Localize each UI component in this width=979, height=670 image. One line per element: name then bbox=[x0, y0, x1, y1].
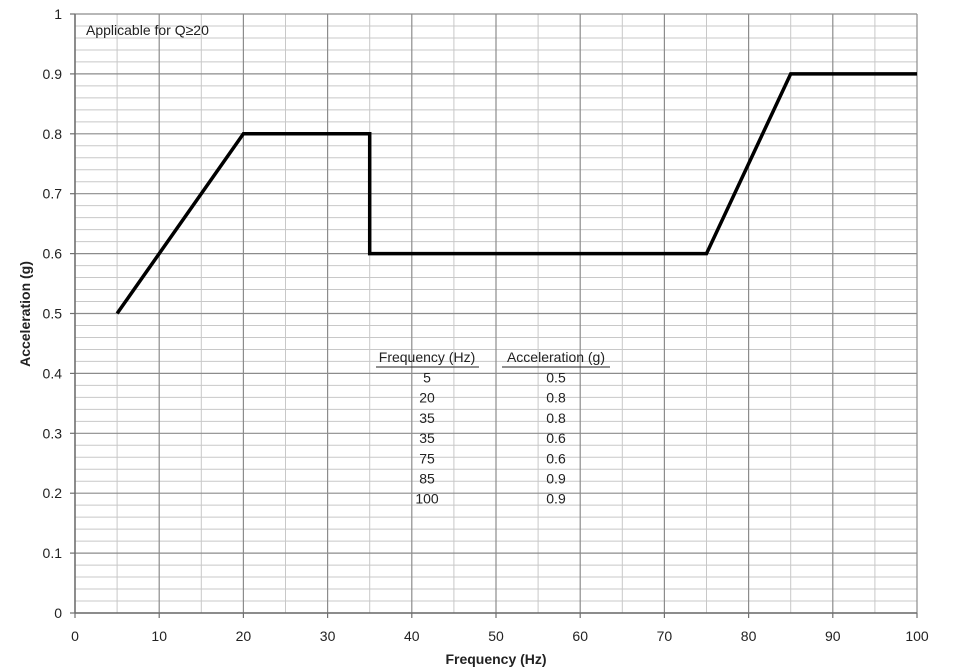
table-cell-frequency: 35 bbox=[419, 410, 435, 426]
table-cell-acceleration: 0.5 bbox=[546, 370, 566, 386]
grid bbox=[74, 13, 918, 614]
y-axis-title: Acceleration (g) bbox=[17, 261, 33, 367]
x-tick-label: 10 bbox=[151, 628, 167, 644]
x-tick-label: 90 bbox=[825, 628, 841, 644]
table-cell-acceleration: 0.6 bbox=[546, 430, 566, 446]
y-tick-label: 0 bbox=[54, 605, 62, 621]
table-header-acceleration: Acceleration (g) bbox=[507, 349, 605, 365]
table-cell-frequency: 85 bbox=[419, 471, 435, 487]
axes bbox=[70, 13, 918, 618]
data-table: Frequency (Hz) Acceleration (g) 5 0.5 20 0.8 3… bbox=[376, 349, 610, 507]
y-tick-label: 0.3 bbox=[43, 425, 63, 441]
table-cell-frequency: 35 bbox=[419, 430, 435, 446]
x-tick-label: 20 bbox=[236, 628, 252, 644]
x-tick-label: 80 bbox=[741, 628, 757, 644]
table-cell-frequency: 20 bbox=[419, 390, 435, 406]
y-tick-label: 0.5 bbox=[43, 306, 63, 322]
x-tick-label: 70 bbox=[657, 628, 673, 644]
y-tick-label: 0.8 bbox=[43, 126, 63, 142]
x-tick-labels: 0 10 20 30 40 50 60 70 80 90 100 bbox=[71, 628, 929, 644]
series bbox=[115, 72, 917, 315]
table-cell-acceleration: 0.6 bbox=[546, 450, 566, 466]
x-tick-label: 0 bbox=[71, 628, 79, 644]
table-cell-acceleration: 0.8 bbox=[546, 390, 566, 406]
y-tick-label: 0.2 bbox=[43, 485, 63, 501]
table-cell-frequency: 75 bbox=[419, 450, 435, 466]
table-cell-acceleration: 0.8 bbox=[546, 410, 566, 426]
annotation-text: Applicable for Q≥20 bbox=[86, 22, 209, 38]
x-tick-label: 60 bbox=[572, 628, 588, 644]
x-tick-label: 50 bbox=[488, 628, 504, 644]
x-tick-label: 100 bbox=[905, 628, 929, 644]
x-tick-label: 30 bbox=[320, 628, 336, 644]
y-tick-label: 0.4 bbox=[43, 365, 63, 381]
table-header-frequency: Frequency (Hz) bbox=[379, 349, 475, 365]
table-cell-frequency: 5 bbox=[423, 370, 431, 386]
y-tick-label: 0.6 bbox=[43, 246, 63, 262]
table-cell-acceleration: 0.9 bbox=[546, 471, 566, 487]
y-tick-label: 0.9 bbox=[43, 66, 63, 82]
table-cell-frequency: 100 bbox=[415, 491, 439, 507]
x-axis-title: Frequency (Hz) bbox=[445, 651, 546, 667]
table-cell-acceleration: 0.9 bbox=[546, 491, 566, 507]
y-tick-label: 0.1 bbox=[43, 545, 63, 561]
y-tick-label: 1 bbox=[54, 6, 62, 22]
y-tick-labels: 0 0.1 0.2 0.3 0.4 0.5 0.6 0.7 0.8 0.9 1 bbox=[43, 6, 63, 621]
y-tick-label: 0.7 bbox=[43, 186, 63, 202]
series-line bbox=[115, 72, 917, 315]
x-tick-label: 40 bbox=[404, 628, 420, 644]
